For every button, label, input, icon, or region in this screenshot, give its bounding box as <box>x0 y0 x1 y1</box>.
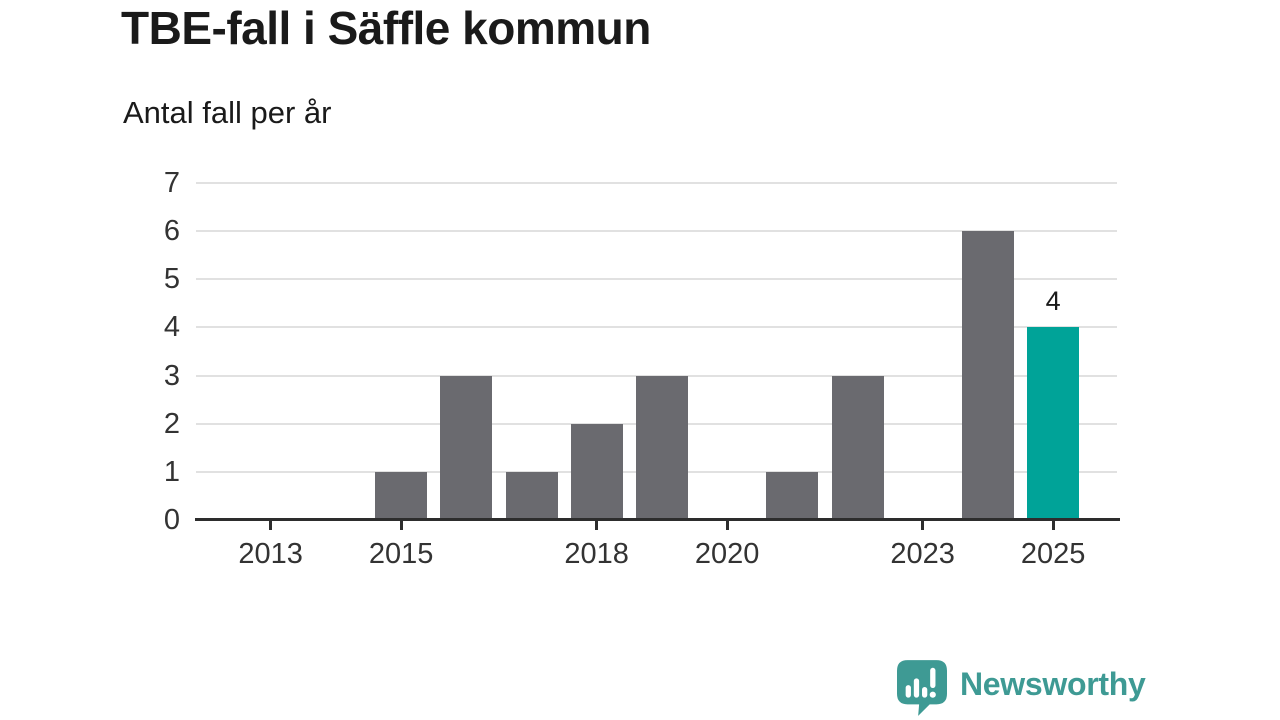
x-tick-label-2023: 2023 <box>890 538 955 570</box>
bar-chart-plot: 4 <box>195 182 1120 520</box>
y-tick-label-1: 1 <box>163 455 180 488</box>
newsworthy-logo: Newsworthy <box>897 660 1146 716</box>
y-tick-label-2: 2 <box>163 407 180 440</box>
newsworthy-logo-text: Newsworthy <box>960 666 1146 702</box>
x-tick-2018 <box>595 521 599 530</box>
gridline-y5 <box>196 278 1117 281</box>
x-tick-2025 <box>1051 521 1055 530</box>
gridline-y3 <box>196 374 1117 377</box>
x-tick-2023 <box>921 521 925 530</box>
bar-2017 <box>505 471 558 520</box>
x-tick-label-2015: 2015 <box>368 538 434 570</box>
bar-2019 <box>635 375 688 520</box>
x-tick-label-2018: 2018 <box>564 538 629 570</box>
x-tick-label-2020: 2020 <box>694 538 760 570</box>
bar-2025 <box>1027 327 1080 520</box>
gridline-y7 <box>196 182 1117 185</box>
bar-2016 <box>440 375 493 520</box>
gridline-y4 <box>196 326 1117 329</box>
x-tick-2015 <box>399 521 403 530</box>
x-tick-2020 <box>725 521 729 530</box>
x-axis-line <box>195 518 1120 521</box>
y-tick-label-6: 6 <box>163 215 180 248</box>
chart-title: TBE-fall i Säffle kommun <box>121 2 651 54</box>
y-tick-label-3: 3 <box>163 359 180 392</box>
bar-2018 <box>570 423 623 520</box>
chart-subtitle: Antal fall per år <box>123 95 332 130</box>
x-tick-2013 <box>269 521 273 530</box>
y-tick-label-0: 0 <box>163 504 180 536</box>
y-tick-label-5: 5 <box>163 263 180 296</box>
newsworthy-logo-icon <box>897 660 947 716</box>
bar-2015 <box>375 471 428 520</box>
bar-2021 <box>766 471 819 520</box>
gridline-y6 <box>196 230 1117 233</box>
x-tick-label-2025: 2025 <box>1020 538 1086 570</box>
y-tick-label-4: 4 <box>163 311 180 344</box>
bar-value-label: 4 <box>1045 286 1061 317</box>
y-tick-label-7: 7 <box>163 167 180 200</box>
bar-2024 <box>961 231 1014 520</box>
bar-2022 <box>831 375 884 520</box>
x-tick-label-2013: 2013 <box>238 538 303 570</box>
